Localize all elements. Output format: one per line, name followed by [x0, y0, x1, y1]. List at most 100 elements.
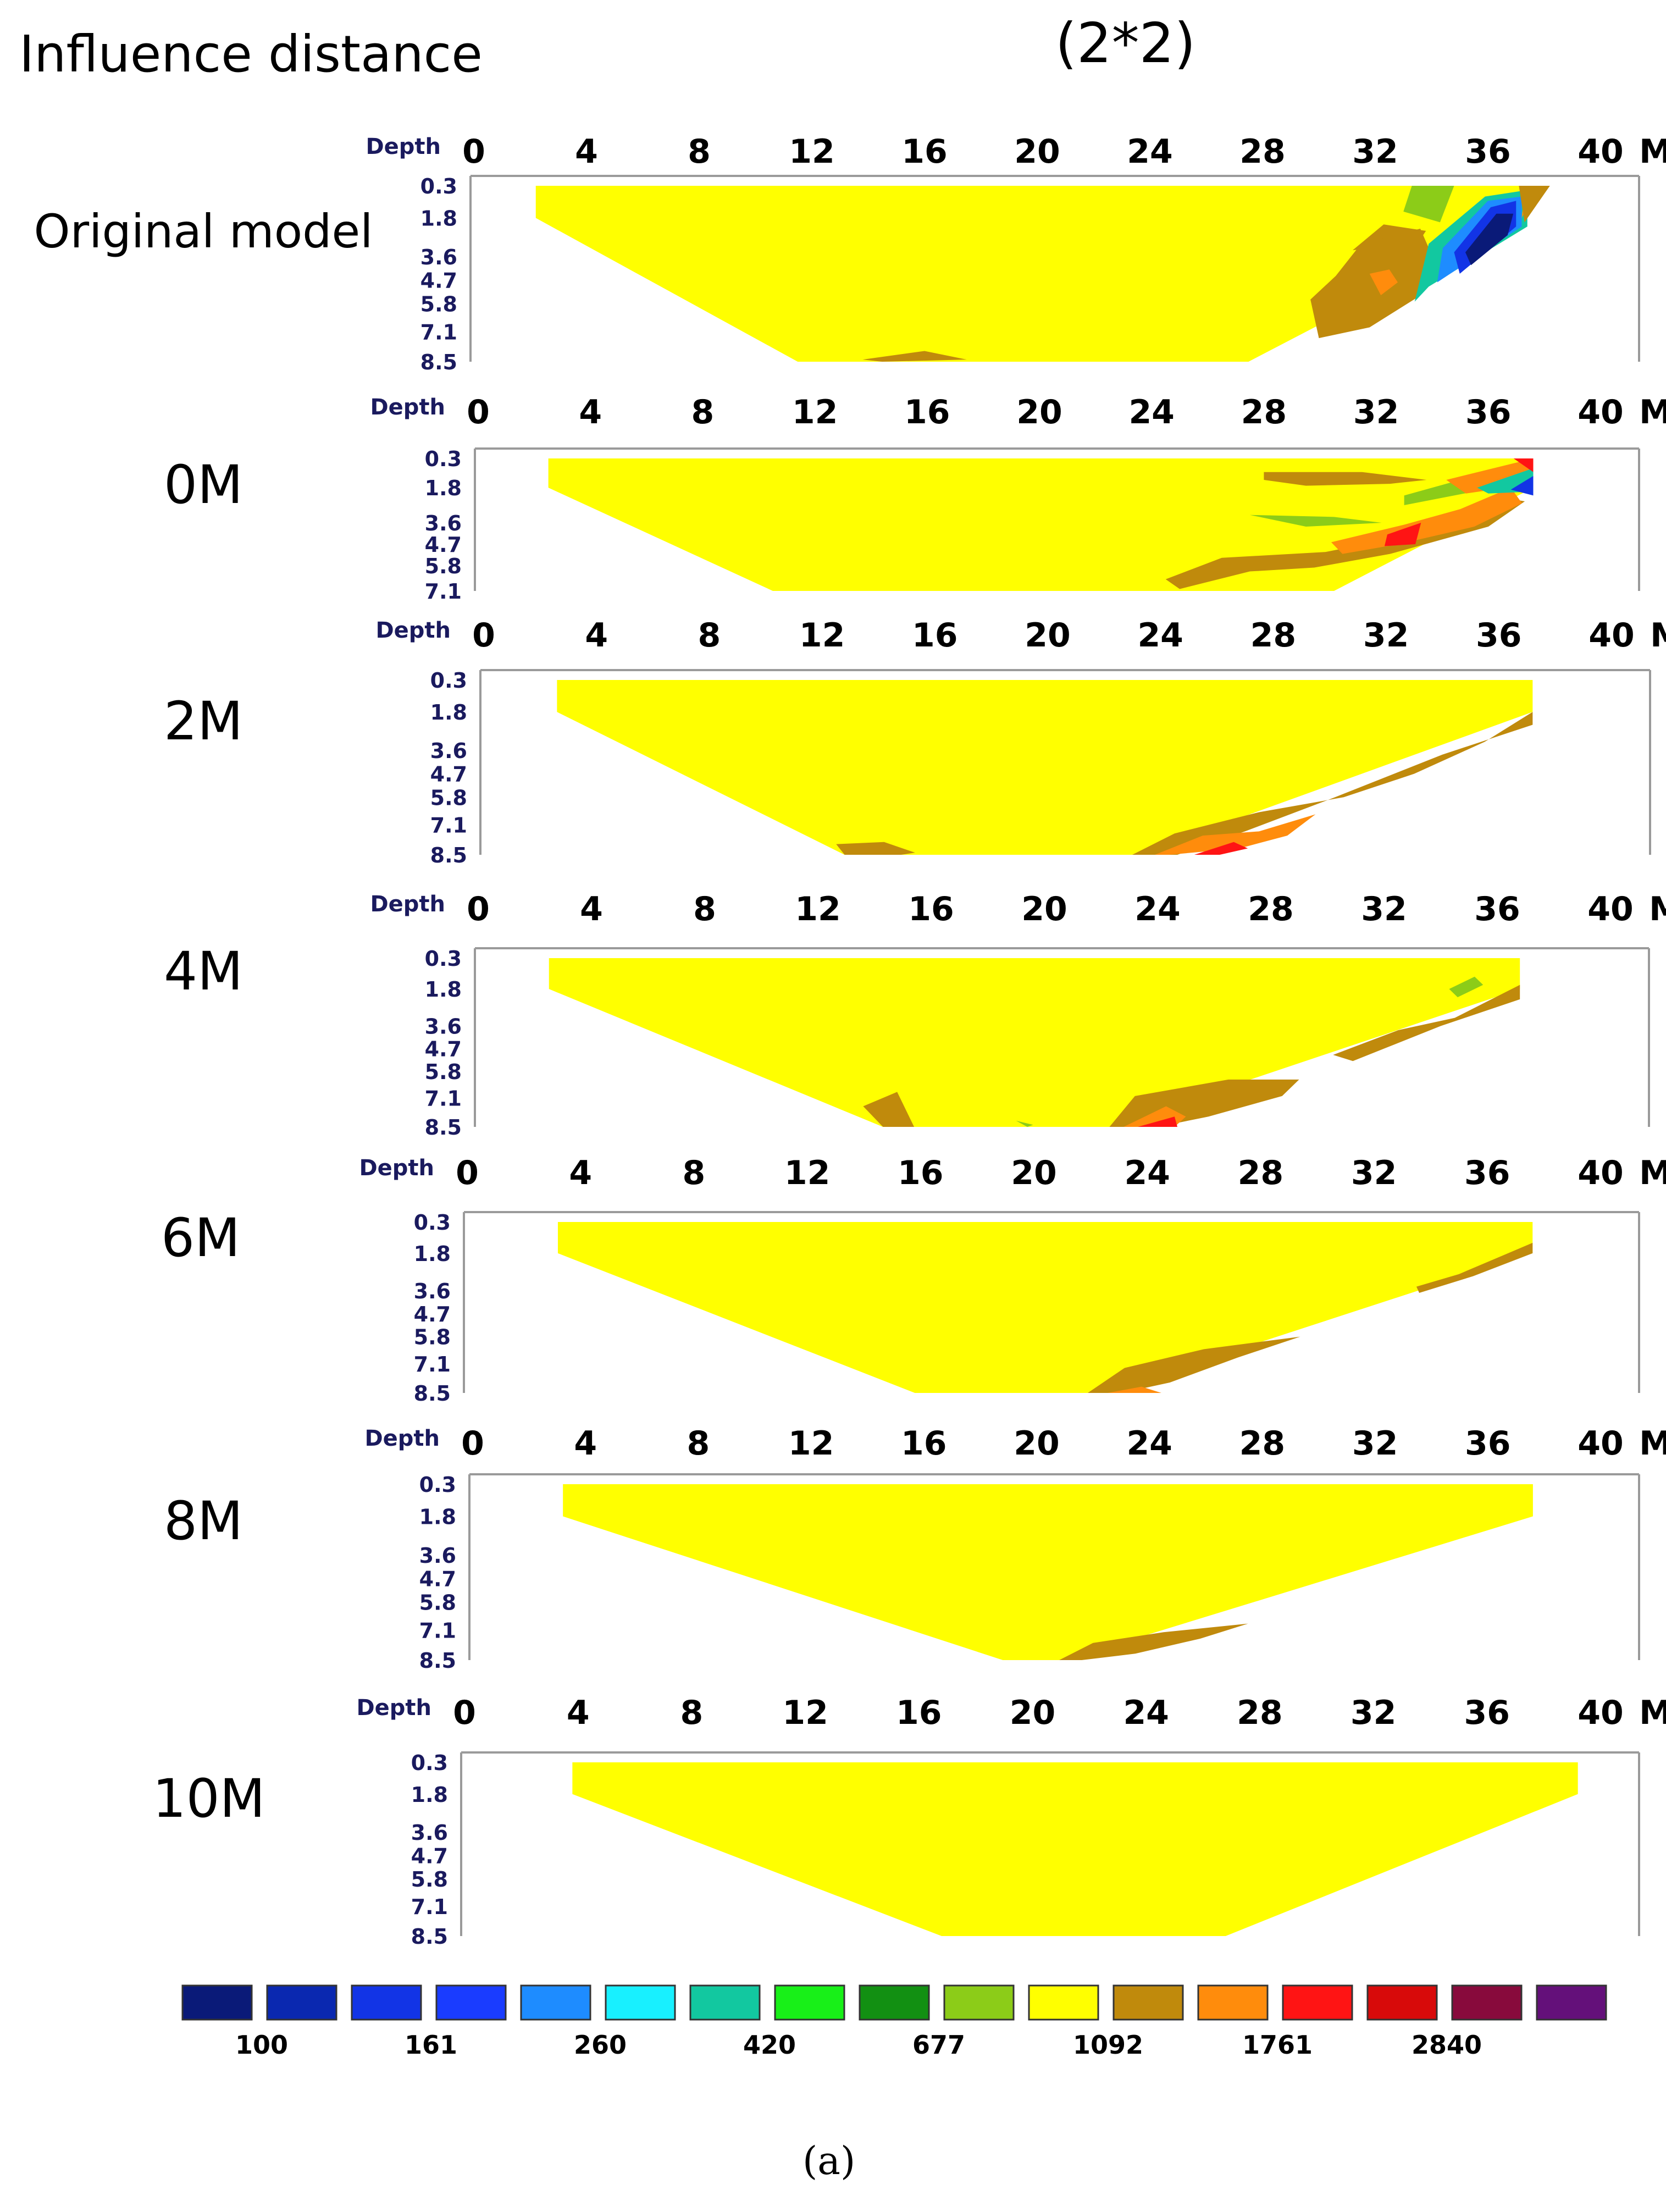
- section-polygon: [557, 680, 1533, 855]
- x-tick-label: 40: [1578, 393, 1624, 432]
- y-tick-label: 3.6: [419, 1544, 456, 1568]
- x-tick-label: M: [1639, 393, 1666, 432]
- panel-label: 6M: [161, 1207, 240, 1269]
- y-tick-label: 3.6: [411, 1821, 448, 1845]
- y-tick-label: 7.1: [430, 814, 467, 838]
- x-tick-label: 4: [569, 1154, 592, 1192]
- y-tick-label: 3.6: [425, 511, 462, 535]
- x-tick-label: 24: [1134, 890, 1181, 928]
- panel-label: 2M: [164, 690, 243, 752]
- legend-swatch: [435, 1984, 507, 2021]
- x-tick-label: 24: [1126, 1424, 1172, 1463]
- resistivity-anomaly: [1465, 213, 1514, 266]
- depth-label: Depth: [359, 1155, 434, 1181]
- x-tick-label: 8: [698, 616, 721, 655]
- x-tick-label: 40: [1578, 1424, 1624, 1463]
- legend-swatch: [1112, 1984, 1184, 2021]
- resistivity-anomaly: [1416, 1242, 1533, 1293]
- x-tick-label: 20: [1025, 616, 1071, 655]
- legend-swatch: [351, 1984, 422, 2021]
- x-tick-label: M: [1639, 1424, 1666, 1463]
- x-tick-label: 20: [1011, 1154, 1057, 1192]
- resistivity-anomaly: [1519, 186, 1550, 223]
- x-tick-label: 8: [688, 132, 711, 171]
- legend-label: 161: [405, 2030, 457, 2060]
- resistivity-anomaly: [1333, 985, 1520, 1061]
- x-tick-label: 12: [795, 890, 841, 928]
- panel-label: 8M: [164, 1490, 243, 1552]
- resistivity-anomaly: [1369, 269, 1398, 296]
- y-tick-label: 5.8: [419, 1591, 456, 1615]
- legend-swatch: [1282, 1984, 1353, 2021]
- y-tick-label: 0.3: [419, 1473, 456, 1497]
- x-tick-label: 16: [904, 393, 950, 432]
- legend-swatch: [1536, 1984, 1607, 2021]
- x-tick-label: 12: [788, 1424, 834, 1463]
- section-polygon: [557, 1222, 1533, 1393]
- x-tick-label: 12: [799, 616, 845, 655]
- x-tick-label: 32: [1350, 1694, 1397, 1732]
- legend-swatch: [1197, 1984, 1269, 2021]
- x-tick-label: M: [1639, 1154, 1666, 1192]
- y-tick-label: 7.1: [425, 579, 462, 604]
- y-tick-label: 4.7: [425, 1037, 462, 1061]
- legend-swatch: [1451, 1984, 1523, 2021]
- x-tick-label: 24: [1124, 1154, 1170, 1192]
- x-tick-label: 28: [1250, 616, 1297, 655]
- x-tick-label: 24: [1123, 1694, 1169, 1732]
- resistivity-anomaly: [1165, 497, 1525, 589]
- x-tick-label: 16: [901, 1424, 947, 1463]
- legend-swatch: [1366, 1984, 1438, 2021]
- resistivity-anomaly: [1264, 472, 1427, 486]
- y-tick-label: 1.8: [414, 1242, 451, 1266]
- y-tick-label: 1.8: [425, 476, 462, 500]
- y-tick-label: 8.5: [425, 1115, 462, 1140]
- x-tick-label: 40: [1588, 616, 1635, 655]
- x-tick-label: 28: [1248, 890, 1294, 928]
- x-tick-label: M: [1639, 132, 1666, 171]
- depth-label: Depth: [366, 134, 441, 159]
- x-tick-label: 28: [1238, 1154, 1284, 1192]
- panel-label: 10M: [153, 1768, 265, 1829]
- chart-panel-4: 6M Depth 0 4 8 12 16 20 24 28 32 36 40 M 0.3 1.8 3.64.75…: [161, 1154, 1666, 1406]
- chart-panel-5: 8M Depth 0 4 8 12 16 20 24 28 32 36 40 M 0.3 1.8 3.64.75…: [164, 1424, 1666, 1673]
- y-tick-label: 7.1: [420, 320, 457, 344]
- legend-swatch: [689, 1984, 761, 2021]
- chart-panel-2: 2M Depth 0 4 8 12 16 20 24 28 32 36 40 M 0.3 1.8 3.64.75…: [164, 616, 1666, 867]
- y-tick-label: 3.6: [420, 245, 457, 269]
- y-tick-label: 4.7: [425, 533, 462, 557]
- x-tick-label: 36: [1474, 890, 1520, 928]
- y-tick-label: 3.6: [414, 1279, 451, 1303]
- resistivity-anomaly: [863, 1092, 915, 1127]
- y-tick-label: 3.6: [430, 739, 467, 763]
- depth-label: Depth: [370, 892, 445, 917]
- chart-panel-3: 4M Depth 0 4 8 12 16 20 24 28 32 36 40 M 0.3 1.8 3.64.75…: [164, 890, 1666, 1140]
- resistivity-anomaly: [1510, 475, 1534, 496]
- x-tick-label: 40: [1578, 1694, 1624, 1732]
- x-tick-label: 24: [1127, 132, 1173, 171]
- y-tick-label: 8.5: [430, 843, 467, 867]
- x-tick-label: 20: [1021, 890, 1067, 928]
- resistivity-anomaly: [1513, 458, 1534, 472]
- figure-subtitle: (2*2): [1055, 11, 1196, 75]
- y-tick-label: 8.5: [419, 1649, 456, 1673]
- section-polygon: [535, 186, 1525, 362]
- x-tick-label: 8: [693, 890, 716, 928]
- x-tick-label: 32: [1352, 1424, 1398, 1463]
- y-tick-label: 7.1: [425, 1087, 462, 1111]
- resistivity-anomaly: [1403, 186, 1454, 223]
- y-tick-label: 0.3: [430, 668, 467, 693]
- y-tick-label: 1.8: [430, 700, 467, 725]
- resistivity-anomaly: [1449, 976, 1484, 998]
- resistivity-anomaly: [1137, 1116, 1178, 1127]
- x-tick-label: 40: [1578, 132, 1624, 171]
- x-tick-label: 0: [467, 393, 490, 432]
- x-tick-label: 20: [1010, 1694, 1056, 1732]
- legend-swatch: [181, 1984, 253, 2021]
- legend-swatch: [774, 1984, 845, 2021]
- resistivity-anomaly: [1331, 488, 1523, 554]
- x-tick-label: 4: [580, 890, 603, 928]
- y-tick-label: 4.7: [420, 269, 457, 293]
- y-tick-label: 0.3: [414, 1210, 451, 1235]
